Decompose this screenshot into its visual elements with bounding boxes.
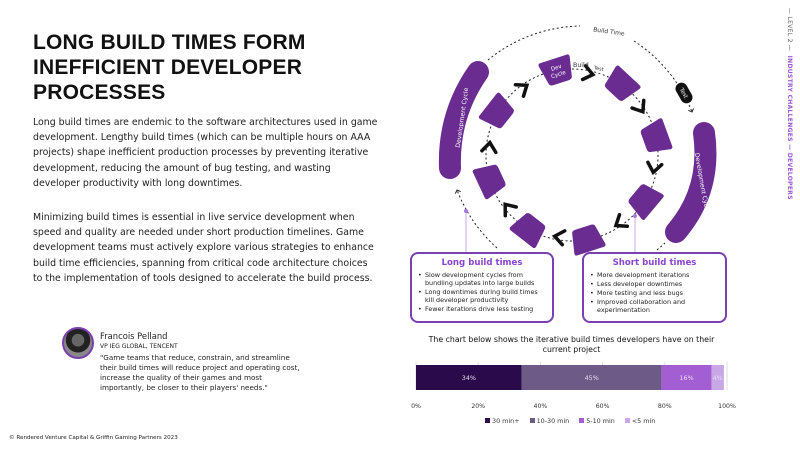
legend-label: 5-10 min (586, 417, 615, 425)
long-build-times-box: Long build times Slow development cycles… (410, 252, 554, 323)
chevron-icon (503, 202, 519, 218)
x-tick-label: 20% (471, 403, 485, 410)
section-breadcrumb: — LEVEL 2 — INDUSTRY CHALLENGES — DEVELO… (786, 8, 793, 200)
quote-name: Francois Pelland (100, 331, 168, 341)
short-item: Improved collaboration and experimentati… (590, 298, 719, 314)
short-item: More testing and less bugs (590, 289, 719, 297)
chevron-icon (613, 212, 630, 229)
bar-label: 16% (679, 374, 693, 382)
development-cycle-bar-right (665, 122, 717, 243)
quote-text: "Game teams that reduce, constrain, and … (100, 353, 300, 392)
chevron-icon (513, 82, 530, 98)
x-tick-label: 40% (534, 403, 548, 410)
bar-segment (416, 365, 522, 390)
bar-segment (521, 365, 662, 390)
long-box-title: Long build times (441, 258, 523, 268)
development-cycle-bar-left (438, 61, 489, 179)
outer-dashed-arc (487, 25, 581, 61)
page-title: LONG BUILD TIMES FORM INEFFICIENT DEVELO… (33, 31, 306, 104)
long-item: Fewer iterations drive less testing (418, 305, 546, 313)
legend-swatch (624, 418, 630, 423)
outer-dashed-arc-bottom-right (656, 242, 666, 251)
chevron-icon (580, 64, 596, 82)
legend-label: <5 min (631, 417, 656, 425)
legend-label: 30 min+ (492, 417, 520, 425)
chevron-icon (480, 139, 498, 155)
cycle-block (640, 118, 673, 153)
bar-label: 4% (713, 374, 723, 382)
legend-item: 10-30 min (529, 417, 570, 425)
footer-copyright: © Rendered Venture Capital & Griffin Gam… (9, 435, 178, 441)
legend-label: 10-30 min (536, 417, 570, 425)
level-label: — LEVEL 2 — (786, 8, 793, 52)
cycle-block (604, 65, 641, 101)
chevron-icon (551, 229, 567, 247)
cycle-block (572, 224, 606, 256)
build-cycle-diagram: Build Time Development Cycle Development… (438, 25, 717, 256)
bar-segment (661, 365, 712, 390)
avatar (62, 327, 94, 359)
cycle-block (509, 213, 546, 249)
long-item: Long downtimes during build times kill d… (418, 288, 546, 304)
chart-legend: 30 min+ 10-30 min 5-10 min <5 min (485, 417, 655, 425)
cycle-block (628, 184, 664, 220)
cycle-block (478, 92, 514, 129)
chevron-icon (646, 160, 664, 176)
x-tick-label: 100% (718, 403, 736, 410)
bar-label: 45% (585, 374, 599, 382)
legend-swatch (485, 418, 490, 423)
short-build-times-box: Short build times More development itera… (582, 252, 727, 323)
x-tick-label: 0% (411, 403, 421, 410)
dev-cycle-label: Dev (550, 64, 563, 73)
bar-segment (711, 365, 724, 390)
quote-role: VP IEG GLOBAL, TENCENT (100, 343, 178, 350)
x-tick-label: 80% (658, 403, 672, 410)
legend-item: <5 min (624, 417, 656, 425)
chevron-icon (630, 98, 646, 115)
second-paragraph: Minimizing build times is essential in l… (33, 212, 374, 284)
bar-label: 34% (462, 374, 476, 382)
long-item: Slow development cycles from bundling up… (418, 271, 546, 287)
test-small-label: Test (592, 65, 604, 73)
build-times-chart: 0% 20% 40% 60% 80% 100% 34% 45% 16% 4% (411, 362, 736, 410)
short-item: Less developer downtimes (590, 280, 719, 288)
short-item: More development iterations (590, 271, 719, 279)
cycle-block (472, 164, 506, 200)
test-pill: Test (675, 82, 693, 104)
svg-text:Test: Test (677, 86, 689, 100)
outer-dashed-arc-bottom-left (457, 190, 498, 249)
build-time-label: Build Time (593, 26, 626, 37)
legend-swatch (529, 418, 535, 423)
inner-dashed-circle (485, 68, 659, 242)
outer-dashed-arc-right (633, 40, 692, 112)
legend-item: 5-10 min (579, 417, 615, 425)
short-box-title: Short build times (612, 258, 697, 268)
chart-title: The chart below shows the iterative buil… (428, 335, 715, 354)
intro-paragraph: Long build times are endemic to the soft… (33, 117, 378, 189)
build-label: Build (573, 62, 589, 69)
legend-item: 30 min+ (485, 417, 520, 425)
dev-cycle-label: Cycle (551, 70, 568, 81)
section-label: INDUSTRY CHALLENGES — DEVELOPERS (786, 55, 793, 200)
x-tick-label: 60% (596, 403, 610, 410)
legend-swatch (579, 418, 585, 423)
